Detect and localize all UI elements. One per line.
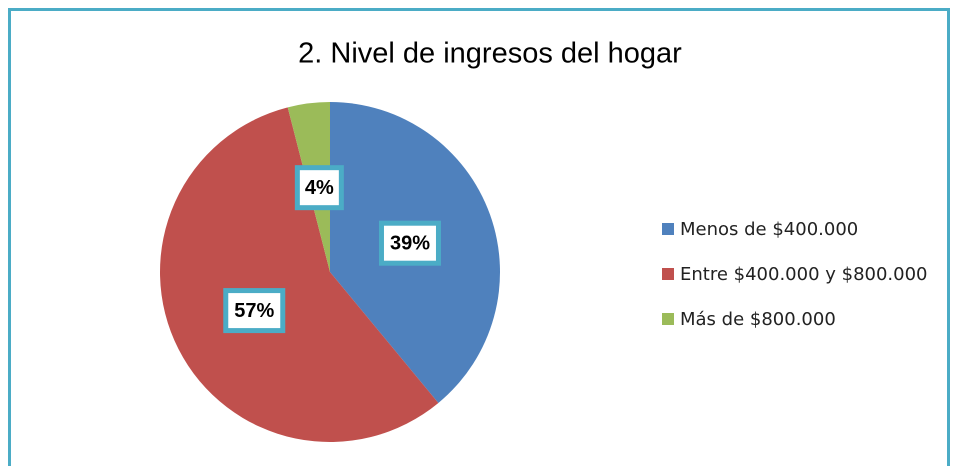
value-label: 57%: [234, 300, 274, 322]
pie-slice: [159, 107, 439, 442]
value-label-box: [378, 220, 441, 266]
legend-label: Entre $400.000 y $800.000: [680, 264, 928, 285]
frame: [8, 8, 950, 466]
legend-swatch: [662, 223, 674, 235]
legend-label: Más de $800.000: [680, 309, 836, 330]
value-label-box: [294, 165, 344, 211]
chart-title: 2. Nivel de ingresos del hogar: [298, 38, 682, 70]
legend-swatch: [662, 313, 674, 325]
value-label: 39%: [390, 232, 430, 254]
legend-label: Menos de $400.000: [680, 219, 858, 240]
value-label-box: [223, 288, 286, 334]
legend-swatch: [662, 268, 674, 280]
value-label: 4%: [305, 177, 334, 199]
